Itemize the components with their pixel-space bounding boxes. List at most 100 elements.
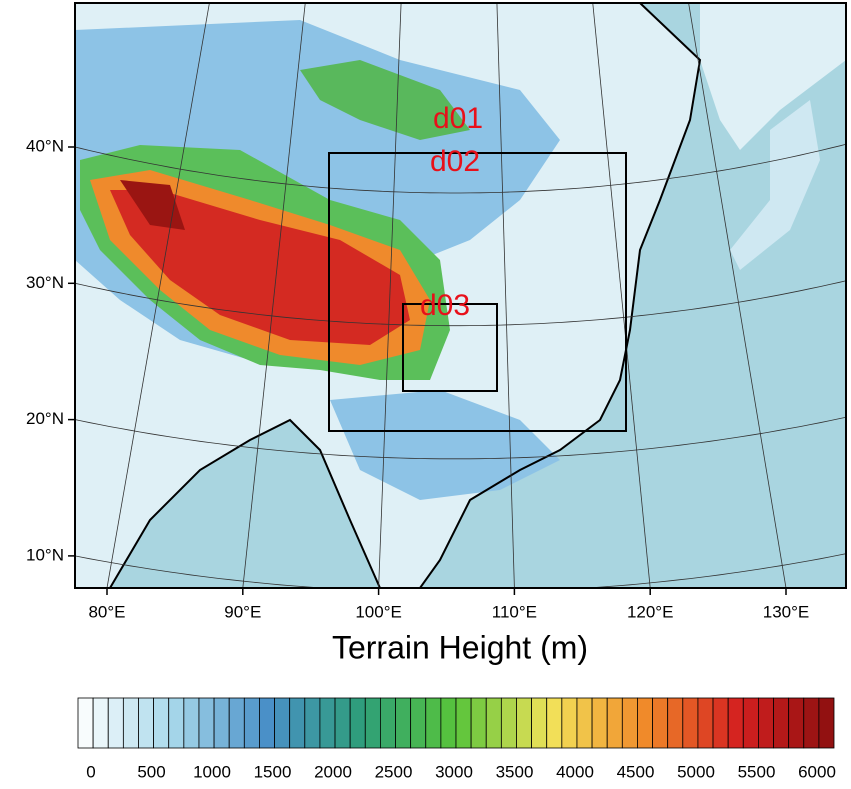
colorbar-swatch xyxy=(591,697,608,749)
latitude-line xyxy=(75,553,846,588)
colorbar-swatch xyxy=(697,697,714,749)
colorbar-swatch xyxy=(576,697,593,749)
terrain-mongolia xyxy=(300,60,470,140)
colorbar-tick-label: 0 xyxy=(86,762,95,781)
map-title: Terrain Height (m) xyxy=(332,629,588,665)
colorbar-tick-label: 5500 xyxy=(738,762,776,781)
longitude-line xyxy=(106,3,210,588)
colorbar-swatch xyxy=(742,697,759,749)
colorbar-swatch xyxy=(485,697,502,749)
colorbar-swatch xyxy=(516,697,532,749)
colorbar-tick-label: 4500 xyxy=(617,762,655,781)
colorbar-swatch xyxy=(138,697,154,749)
terrain-south xyxy=(330,390,560,500)
lat-tick-label: 30°N xyxy=(26,273,64,292)
colorbar-swatch xyxy=(153,697,170,749)
domain-label: d03 xyxy=(420,289,470,322)
colorbar-swatch xyxy=(364,697,381,749)
colorbar-swatch xyxy=(92,697,109,749)
colorbar-swatch xyxy=(274,697,291,749)
colorbar-tick-label: 3000 xyxy=(435,762,473,781)
colorbar-swatch xyxy=(349,697,366,749)
domain-box-d03 xyxy=(402,303,498,392)
colorbar-swatch xyxy=(561,697,578,749)
colorbar-swatch xyxy=(259,697,275,749)
colorbar-swatch xyxy=(455,697,472,749)
lon-tick-label: 120°E xyxy=(627,602,674,621)
colorbar-swatch xyxy=(122,697,139,749)
map-area: d01 d02 d03 xyxy=(75,3,846,588)
lon-tick-label: 100°E xyxy=(355,602,402,621)
longitude-line xyxy=(688,3,787,588)
colorbar-swatch xyxy=(606,697,623,749)
terrain-plateau xyxy=(110,190,410,345)
colorbar-swatch xyxy=(470,697,487,749)
lon-tick-label: 90°E xyxy=(224,602,261,621)
colorbar-swatch xyxy=(652,697,669,749)
colorbar-swatch xyxy=(107,697,124,749)
colorbar-swatch xyxy=(531,697,548,749)
colorbar-swatch xyxy=(803,697,820,749)
colorbar-tick-label: 3500 xyxy=(496,762,534,781)
longitude-line xyxy=(592,3,651,588)
coastline xyxy=(75,3,702,588)
colorbar: 0 500 1000 1500 2000 2500 3000 3500 4000 4500 5000… xyxy=(77,697,836,781)
lon-tick-label: 130°E xyxy=(763,602,810,621)
colorbar-swatch xyxy=(727,697,744,749)
colorbar-swatch xyxy=(546,697,563,749)
colorbar-tick-label: 500 xyxy=(137,762,165,781)
lon-tick-label: 110°E xyxy=(492,602,537,621)
colorbar-swatch xyxy=(667,697,684,749)
colorbar-swatch xyxy=(410,697,427,749)
colorbar-swatch xyxy=(168,697,185,749)
colorbar-swatch xyxy=(712,697,729,749)
colorbar-swatch xyxy=(289,697,306,749)
colorbar-swatch xyxy=(395,697,412,749)
colorbar-swatch xyxy=(425,697,442,749)
colorbar-tick-label: 6000 xyxy=(798,762,836,781)
terrain-peak xyxy=(120,180,185,230)
colorbar-swatch xyxy=(228,697,245,749)
colorbar-tick-label: 5000 xyxy=(677,762,715,781)
colorbar-swatch xyxy=(440,697,457,749)
domain-label: d01 xyxy=(433,102,483,135)
colorbar-swatch xyxy=(77,697,94,749)
longitude-line xyxy=(242,3,306,588)
lat-tick-label: 10°N xyxy=(26,545,64,564)
colorbar-swatch xyxy=(500,697,517,749)
colorbar-swatch xyxy=(788,697,805,749)
colorbar-swatch xyxy=(334,697,351,749)
colorbar-swatch xyxy=(304,697,321,749)
colorbar-swatch xyxy=(773,697,790,749)
colorbar-swatch xyxy=(213,697,230,749)
colorbar-swatch xyxy=(621,697,638,749)
colorbar-tick-label: 2000 xyxy=(314,762,352,781)
map-frame xyxy=(74,2,847,589)
colorbar-swatch xyxy=(682,697,699,749)
colorbar-tick-label: 2500 xyxy=(375,762,413,781)
colorbar-swatch xyxy=(379,697,396,749)
colorbar-tick-label: 1000 xyxy=(193,762,231,781)
colorbar-swatch xyxy=(183,697,200,749)
colorbar-swatch xyxy=(319,697,336,749)
latitude-line xyxy=(75,280,846,327)
japan xyxy=(730,100,820,270)
land-northeast xyxy=(700,3,846,150)
colorbar-tick-label: 4000 xyxy=(556,762,594,781)
colorbar-swatch xyxy=(198,697,215,749)
colorbar-swatch xyxy=(637,697,653,749)
longitude-line xyxy=(378,3,402,588)
colorbar-swatch xyxy=(818,697,835,749)
colorbar-swatch xyxy=(758,697,774,749)
latitude-line xyxy=(75,416,846,460)
colorbar-tick-label: 1500 xyxy=(254,762,292,781)
domain-label: d02 xyxy=(430,145,480,178)
lon-tick-label: 80°E xyxy=(88,602,125,621)
latitude-line xyxy=(75,143,846,194)
colorbar-swatch xyxy=(243,697,260,749)
longitude-line xyxy=(496,3,515,588)
lat-tick-label: 20°N xyxy=(26,409,64,428)
domain-box-d02 xyxy=(328,152,627,432)
lat-tick-label: 40°N xyxy=(26,136,64,155)
